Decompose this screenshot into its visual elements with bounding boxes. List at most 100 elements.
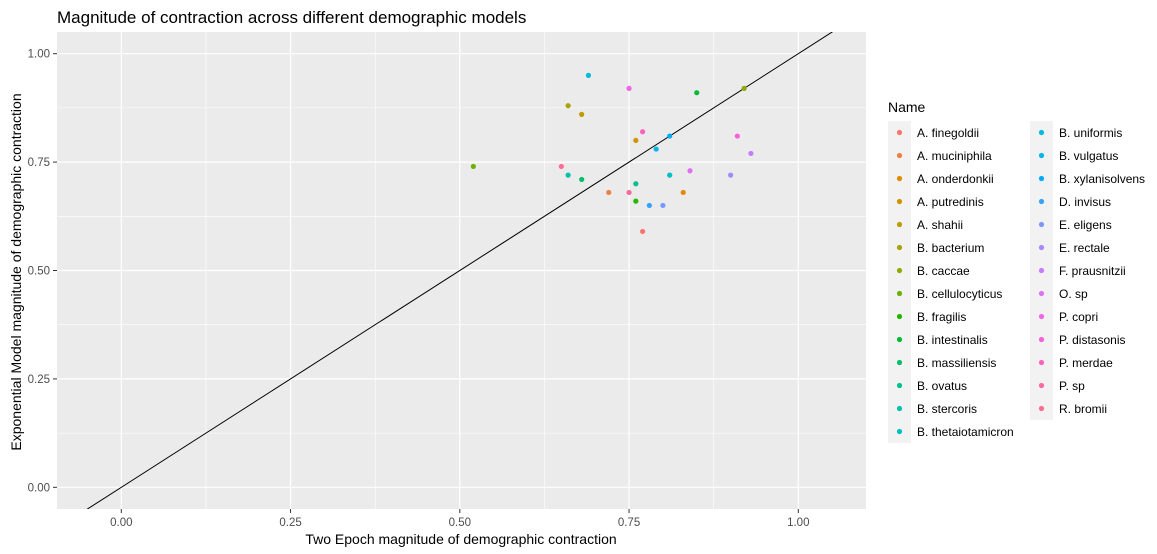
- legend-key-dot: [896, 405, 903, 412]
- y-tick-label: 0.25: [28, 374, 50, 386]
- legend-label: B. uniformis: [1059, 126, 1122, 140]
- x-tick-label: 0.00: [110, 517, 132, 529]
- legend-label: B. bacterium: [917, 241, 984, 255]
- legend-key-dot: [896, 175, 903, 182]
- legend-label: B. cellulocyticus: [917, 287, 1002, 301]
- data-point: [639, 129, 646, 135]
- data-point: [470, 163, 476, 170]
- legend-key-dot: [896, 428, 903, 435]
- data-point: [660, 202, 666, 209]
- x-tick-label: 0.75: [618, 517, 640, 529]
- legend-label: P. merdae: [1059, 356, 1113, 370]
- data-point: [606, 189, 612, 196]
- legend-key-dot: [1038, 221, 1045, 228]
- legend-label: E. eligens: [1059, 218, 1112, 232]
- legend-key-dot: [1038, 175, 1045, 182]
- legend-label: F. prausnitzii: [1059, 264, 1126, 278]
- legend-key-dot: [896, 290, 903, 297]
- y-tick-label: 0.75: [28, 157, 50, 169]
- legend-label: A. onderdonkii: [917, 172, 994, 186]
- data-point: [565, 172, 571, 178]
- legend-label: A. putredinis: [917, 195, 984, 209]
- legend-label: B. stercoris: [917, 402, 977, 416]
- legend-label: B. intestinalis: [917, 333, 988, 347]
- data-point: [633, 198, 639, 204]
- legend-label: B. thetaiotamicron: [917, 425, 1014, 439]
- legend-label: P. sp: [1059, 379, 1085, 393]
- data-point: [646, 202, 652, 209]
- legend-key-dot: [1038, 359, 1045, 366]
- chart-title: Magnitude of contraction across differen…: [57, 8, 526, 27]
- legend-key-dot: [896, 267, 903, 274]
- legend-label: P. distasonis: [1059, 333, 1126, 347]
- data-point: [653, 146, 659, 152]
- legend-label: B. caccae: [917, 264, 970, 278]
- legend-key-dot: [1038, 405, 1045, 412]
- legend-key-dot: [896, 336, 903, 343]
- legend-key-dot: [896, 221, 903, 228]
- data-point: [734, 133, 740, 139]
- legend-key-dot: [896, 198, 903, 205]
- legend-key-dot: [1038, 382, 1045, 389]
- legend-key-dot: [896, 382, 903, 389]
- data-point: [633, 181, 639, 187]
- legend-key-dot: [896, 129, 903, 136]
- legend-key-dot: [1038, 336, 1045, 343]
- identity-reference-line: [86, 32, 834, 509]
- y-tick-label: 0.50: [28, 266, 50, 278]
- y-tick-label: 0.00: [28, 482, 50, 494]
- legend-label: A. muciniphila: [917, 149, 992, 163]
- data-point: [633, 137, 639, 144]
- data-point: [639, 228, 646, 235]
- legend-label: O. sp: [1059, 287, 1088, 301]
- data-point: [728, 172, 734, 178]
- legend-label: B. massiliensis: [917, 356, 996, 370]
- data-point: [748, 150, 754, 157]
- legend-label: A. finegoldii: [917, 126, 979, 140]
- legend-label: B. ovatus: [917, 379, 967, 393]
- legend-key-dot: [1038, 313, 1045, 320]
- legend-label: E. rectale: [1059, 241, 1110, 255]
- x-tick-label: 0.50: [449, 517, 471, 529]
- legend-label: D. invisus: [1059, 195, 1111, 209]
- data-point: [565, 103, 571, 109]
- legend-label: B. vulgatus: [1059, 149, 1118, 163]
- data-point: [585, 72, 592, 78]
- data-point: [667, 133, 673, 139]
- legend-label: A. shahii: [917, 218, 963, 232]
- data-point: [558, 163, 564, 170]
- legend-key-dot: [1038, 267, 1045, 274]
- legend-label: R. bromii: [1059, 402, 1107, 416]
- legend: A. finegoldii A. muciniphila A. onderdonki…: [888, 121, 1145, 443]
- legend-label: P. copri: [1059, 310, 1098, 324]
- plot-panel: 0.00 0.25 0.50 0.75 1.00 0.00 0.25 0.50 0.75 1.00: [28, 32, 866, 529]
- legend-key-dot: [1038, 129, 1045, 136]
- legend-key-dot: [1038, 198, 1045, 205]
- data-point: [579, 111, 585, 117]
- data-point: [741, 85, 747, 91]
- x-tick-label: 1.00: [787, 517, 809, 529]
- legend-key-dot: [896, 152, 903, 159]
- legend-title: Name: [888, 99, 926, 115]
- data-point: [694, 90, 700, 96]
- legend-label: B. xylanisolvens: [1059, 172, 1145, 186]
- data-point: [667, 172, 673, 178]
- legend-key-dot: [1038, 244, 1045, 251]
- data-point: [680, 189, 686, 196]
- legend-key-dot: [1038, 152, 1045, 159]
- legend-key-dot: [1038, 290, 1045, 297]
- x-tick-label: 0.25: [279, 517, 301, 529]
- legend-key-dot: [896, 313, 903, 320]
- y-tick-label: 1.00: [28, 49, 50, 61]
- y-axis-title: Exponential Model magnitude of demograph…: [8, 93, 24, 450]
- legend-key-dot: [896, 359, 903, 366]
- x-axis-title: Two Epoch magnitude of demographic contr…: [305, 531, 616, 547]
- legend-key-dot: [896, 244, 903, 251]
- data-point: [626, 189, 632, 196]
- data-point: [626, 85, 632, 91]
- legend-label: B. fragilis: [917, 310, 966, 324]
- data-point: [579, 176, 585, 183]
- data-point: [687, 168, 693, 174]
